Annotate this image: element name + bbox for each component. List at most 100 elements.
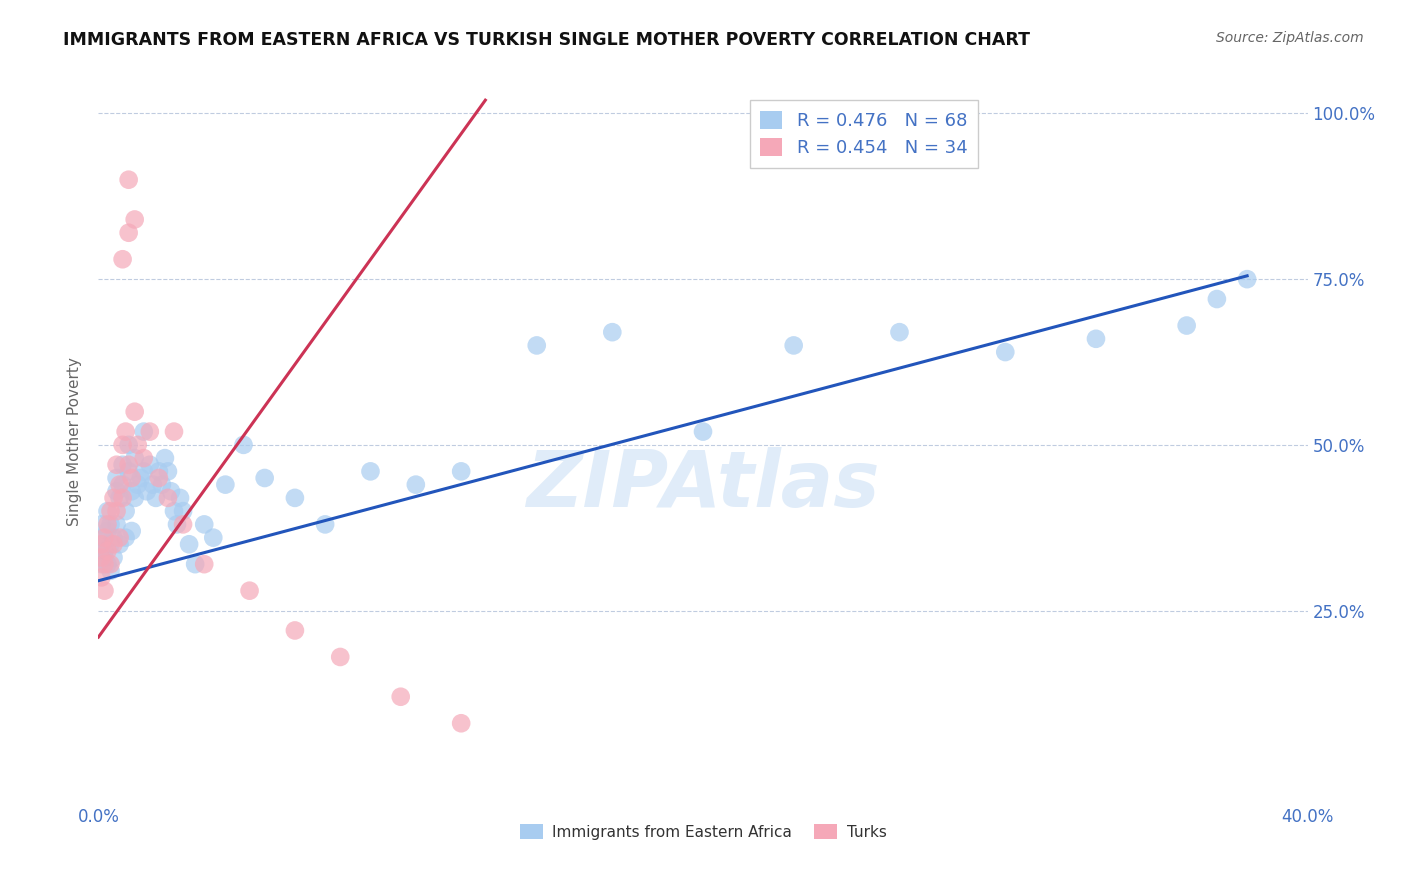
Point	[153, 451, 176, 466]
Point	[450, 716, 472, 731]
Point	[239, 583, 262, 598]
Point	[889, 325, 911, 339]
Point	[994, 345, 1017, 359]
Point	[93, 557, 115, 571]
Point	[450, 464, 472, 478]
Point	[184, 557, 207, 571]
Text: ZIPAtlas: ZIPAtlas	[526, 447, 880, 523]
Point	[96, 544, 118, 558]
Point	[142, 477, 165, 491]
Point	[103, 491, 125, 505]
Point	[284, 491, 307, 505]
Point	[111, 477, 134, 491]
Point	[93, 531, 115, 545]
Point	[108, 491, 131, 505]
Point	[692, 425, 714, 439]
Point	[169, 491, 191, 505]
Point	[111, 438, 134, 452]
Point	[108, 537, 131, 551]
Point	[193, 517, 215, 532]
Point	[360, 464, 382, 478]
Point	[179, 537, 201, 551]
Point	[1175, 318, 1198, 333]
Point	[93, 583, 115, 598]
Point	[100, 517, 122, 532]
Point	[90, 537, 112, 551]
Point	[103, 531, 125, 545]
Point	[132, 464, 155, 478]
Text: IMMIGRANTS FROM EASTERN AFRICA VS TURKISH SINGLE MOTHER POVERTY CORRELATION CHAR: IMMIGRANTS FROM EASTERN AFRICA VS TURKIS…	[63, 31, 1031, 49]
Point	[124, 451, 146, 466]
Point	[105, 471, 128, 485]
Point	[156, 491, 179, 505]
Point	[129, 471, 152, 485]
Point	[121, 484, 143, 499]
Point	[114, 531, 136, 545]
Point	[118, 226, 141, 240]
Point	[150, 477, 173, 491]
Point	[118, 438, 141, 452]
Point	[132, 425, 155, 439]
Point	[314, 517, 336, 532]
Point	[100, 504, 122, 518]
Point	[139, 425, 162, 439]
Point	[90, 537, 112, 551]
Point	[124, 405, 146, 419]
Point	[163, 504, 186, 518]
Text: Source: ZipAtlas.com: Source: ZipAtlas.com	[1216, 31, 1364, 45]
Point	[96, 557, 118, 571]
Point	[405, 477, 427, 491]
Point	[602, 325, 624, 339]
Point	[93, 531, 115, 545]
Point	[148, 464, 170, 478]
Point	[100, 564, 122, 578]
Point	[103, 550, 125, 565]
Point	[90, 570, 112, 584]
Point	[1085, 332, 1108, 346]
Point	[121, 471, 143, 485]
Point	[108, 477, 131, 491]
Point	[118, 458, 141, 472]
Point	[100, 557, 122, 571]
Point	[139, 458, 162, 472]
Point	[783, 338, 806, 352]
Point	[111, 491, 134, 505]
Point	[148, 471, 170, 485]
Point	[145, 491, 167, 505]
Point	[111, 252, 134, 267]
Point	[105, 484, 128, 499]
Point	[1206, 292, 1229, 306]
Point	[193, 557, 215, 571]
Point	[127, 477, 149, 491]
Y-axis label: Single Mother Poverty: Single Mother Poverty	[67, 357, 83, 526]
Point	[214, 477, 236, 491]
Point	[118, 464, 141, 478]
Point	[1236, 272, 1258, 286]
Point	[160, 484, 183, 499]
Point	[93, 550, 115, 565]
Point	[111, 458, 134, 472]
Point	[172, 517, 194, 532]
Point	[124, 212, 146, 227]
Point	[114, 504, 136, 518]
Point	[105, 517, 128, 532]
Point	[124, 491, 146, 505]
Point	[389, 690, 412, 704]
Point	[105, 504, 128, 518]
Point	[90, 557, 112, 571]
Point	[100, 537, 122, 551]
Point	[172, 504, 194, 518]
Point	[105, 458, 128, 472]
Point	[114, 425, 136, 439]
Point	[284, 624, 307, 638]
Point	[156, 464, 179, 478]
Point	[253, 471, 276, 485]
Point	[96, 524, 118, 538]
Point	[118, 172, 141, 186]
Point	[166, 517, 188, 532]
Point	[163, 425, 186, 439]
Point	[96, 504, 118, 518]
Point	[232, 438, 254, 452]
Point	[103, 537, 125, 551]
Point	[127, 438, 149, 452]
